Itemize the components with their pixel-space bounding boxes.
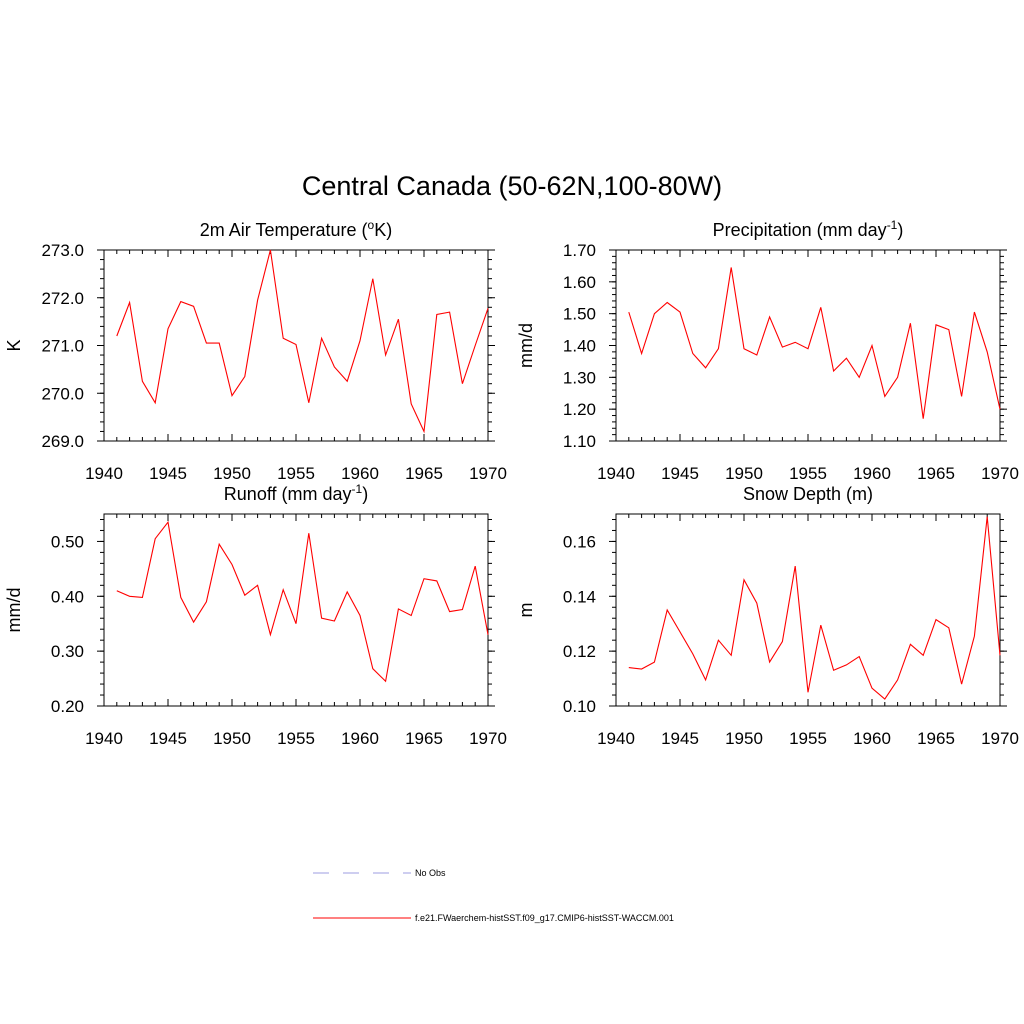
x-tick-label: 1965 bbox=[917, 729, 955, 748]
y-tick-label: 272.0 bbox=[41, 289, 84, 308]
x-tick-label: 1955 bbox=[277, 729, 315, 748]
y-tick-label: 269.0 bbox=[41, 432, 84, 451]
panel-air-temperature: 2m Air Temperature (oK) K 1940 1945 1950 1955… bbox=[4, 218, 507, 483]
y-tick-label: 271.0 bbox=[41, 337, 84, 356]
y-tick-label: 0.20 bbox=[51, 697, 84, 716]
x-tick-label: 1950 bbox=[725, 729, 763, 748]
x-tick-label: 1940 bbox=[85, 464, 123, 483]
x-tick-label: 1945 bbox=[661, 729, 699, 748]
panel-title-end: K) bbox=[374, 220, 392, 240]
x-tick-label: 1970 bbox=[469, 464, 507, 483]
y-tick-label: 0.10 bbox=[563, 697, 596, 716]
y-tick-label: 0.12 bbox=[563, 642, 596, 661]
x-tick-label: 1945 bbox=[149, 464, 187, 483]
x-tick-label: 1970 bbox=[469, 729, 507, 748]
x-tick-label: 1950 bbox=[213, 464, 251, 483]
legend-label-model: f.e21.FWaerchem-histSST.f09_g17.CMIP6-hi… bbox=[415, 913, 674, 923]
panel-title: 2m Air Temperature (oK) bbox=[200, 218, 392, 240]
series-line-runoff bbox=[116, 520, 489, 683]
x-tick-label: 1955 bbox=[277, 464, 315, 483]
panel-title: Runoff (mm day-1) bbox=[224, 482, 368, 504]
plot-frame bbox=[615, 513, 1001, 707]
x-tick-label: 1945 bbox=[149, 729, 187, 748]
y-tick-label: 1.20 bbox=[563, 400, 596, 419]
x-tick-label: 1955 bbox=[789, 464, 827, 483]
figure-title: Central Canada (50-62N,100-80W) bbox=[302, 171, 722, 201]
y-axis-label: mm/d bbox=[516, 323, 536, 368]
x-tick-label: 1940 bbox=[85, 729, 123, 748]
panel-precipitation: Precipitation (mm day-1) mm/d 1940 1945 1950… bbox=[516, 218, 1019, 483]
panels-group: 2m Air Temperature (oK) K 1940 1945 1950 1955… bbox=[4, 218, 1019, 748]
x-tick-label: 1955 bbox=[789, 729, 827, 748]
y-axis-label: mm/d bbox=[4, 588, 24, 633]
panel-snow-depth: Snow Depth (m) m 1940 1945 1950 1955 1960 1965 1… bbox=[516, 484, 1019, 748]
x-tick-label: 1960 bbox=[341, 729, 379, 748]
series-line-precipitation bbox=[628, 267, 1001, 419]
panel-title: Precipitation (mm day-1) bbox=[713, 218, 904, 240]
panel-title-superscript: o bbox=[368, 218, 375, 232]
x-tick-label: 1965 bbox=[405, 464, 443, 483]
series-line-air-temperature bbox=[116, 249, 489, 434]
x-tick-label: 1960 bbox=[853, 729, 891, 748]
legend-label-no-obs: No Obs bbox=[415, 868, 446, 878]
y-tick-label: 0.14 bbox=[563, 587, 596, 606]
y-tick-label: 1.60 bbox=[563, 273, 596, 292]
y-tick-label: 0.40 bbox=[51, 587, 84, 606]
panel-title-superscript: -1 bbox=[352, 482, 363, 496]
series-line-snow-depth bbox=[628, 516, 1001, 700]
plot-frame bbox=[103, 513, 489, 707]
panel-title-main: Runoff (mm day bbox=[224, 484, 352, 504]
x-tick-label: 1940 bbox=[597, 464, 635, 483]
x-tick-label: 1970 bbox=[981, 464, 1019, 483]
x-tick-label: 1965 bbox=[405, 729, 443, 748]
y-tick-label: 270.0 bbox=[41, 384, 84, 403]
y-tick-label: 1.10 bbox=[563, 432, 596, 451]
y-tick-label: 0.16 bbox=[563, 532, 596, 551]
panel-title-end: ) bbox=[897, 220, 903, 240]
y-tick-label: 273.0 bbox=[41, 241, 84, 260]
y-axis-label: m bbox=[516, 603, 536, 618]
x-tick-label: 1940 bbox=[597, 729, 635, 748]
x-tick-label: 1950 bbox=[213, 729, 251, 748]
x-tick-label: 1945 bbox=[661, 464, 699, 483]
legend: No Obs f.e21.FWaerchem-histSST.f09_g17.C… bbox=[313, 868, 674, 923]
x-tick-label: 1970 bbox=[981, 729, 1019, 748]
y-axis-label: K bbox=[4, 339, 24, 351]
panel-title: Snow Depth (m) bbox=[743, 484, 873, 504]
y-tick-label: 1.50 bbox=[563, 305, 596, 324]
y-tick-label: 0.30 bbox=[51, 642, 84, 661]
panel-title-main: Precipitation (mm day bbox=[713, 220, 887, 240]
plot-frame bbox=[615, 249, 1001, 442]
y-tick-label: 1.30 bbox=[563, 368, 596, 387]
panel-runoff: Runoff (mm day-1) mm/d 1940 1945 1950 1955 196… bbox=[4, 482, 507, 748]
y-tick-label: 1.70 bbox=[563, 241, 596, 260]
x-tick-label: 1965 bbox=[917, 464, 955, 483]
panel-title-main: 2m Air Temperature ( bbox=[200, 220, 368, 240]
x-tick-label: 1960 bbox=[853, 464, 891, 483]
y-tick-label: 1.40 bbox=[563, 337, 596, 356]
panel-title-superscript: -1 bbox=[887, 218, 898, 232]
x-tick-label: 1950 bbox=[725, 464, 763, 483]
panel-title-main: Snow Depth (m) bbox=[743, 484, 873, 504]
panel-title-end: ) bbox=[362, 484, 368, 504]
y-tick-label: 0.50 bbox=[51, 532, 84, 551]
x-tick-label: 1960 bbox=[341, 464, 379, 483]
